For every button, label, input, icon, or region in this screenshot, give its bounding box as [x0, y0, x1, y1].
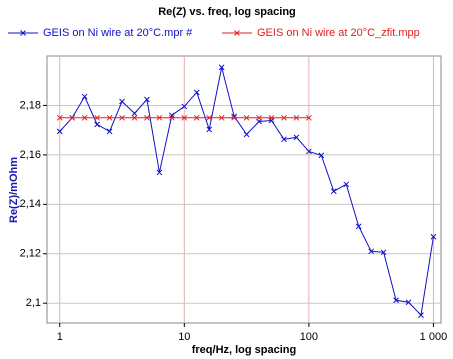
data-point	[243, 131, 250, 138]
x-tick-label: 1	[57, 331, 63, 343]
y-tick-label: 2,16	[20, 149, 41, 161]
data-point	[218, 64, 225, 71]
data-point	[306, 148, 312, 155]
data-point	[405, 299, 412, 306]
data-point	[268, 114, 275, 121]
data-point	[69, 114, 76, 121]
y-axis-label: Re(Z)/mOhm	[8, 157, 20, 223]
data-point	[144, 96, 150, 103]
data-point	[256, 114, 262, 121]
chart-title: Re(Z) vs. freq, log spacing	[158, 6, 296, 18]
legend-label: GEIS on Ni wire at 20°C_zfit.mpp	[257, 27, 420, 39]
data-point	[231, 114, 237, 121]
data-point	[94, 121, 100, 128]
y-tick-label: 2,12	[20, 248, 41, 260]
data-point	[119, 98, 125, 105]
data-point	[243, 114, 250, 121]
data-point	[106, 128, 113, 135]
data-point	[131, 110, 138, 117]
data-point	[330, 188, 337, 195]
data-point	[81, 114, 88, 121]
data-point	[306, 114, 312, 121]
data-point	[193, 114, 200, 121]
data-point	[181, 103, 188, 110]
data-point	[393, 297, 399, 304]
data-point	[169, 114, 175, 121]
data-point	[206, 114, 213, 121]
plot-area	[46, 55, 442, 324]
data-point	[169, 112, 175, 119]
data-point	[56, 128, 63, 135]
data-point	[81, 93, 88, 100]
data-point	[94, 114, 100, 121]
data-point	[144, 114, 150, 121]
data-point	[193, 89, 200, 96]
data-point	[355, 223, 362, 230]
legend-marker	[234, 30, 240, 36]
y-tick-label: 2,1	[26, 297, 41, 309]
data-point	[156, 114, 163, 121]
data-point	[181, 114, 188, 121]
y-tick-label: 2,18	[20, 99, 41, 111]
data-point	[281, 114, 287, 121]
data-point	[281, 136, 287, 143]
data-point	[206, 126, 213, 133]
data-point	[156, 169, 163, 176]
x-tick-label: 10	[178, 331, 190, 343]
data-point	[293, 134, 300, 141]
data-point	[418, 312, 424, 318]
x-axis-label: freq/Hz, log spacing	[192, 344, 297, 356]
data-point	[368, 248, 375, 255]
data-point	[56, 114, 63, 121]
data-point	[131, 114, 138, 121]
y-tick-label: 2,14	[20, 198, 41, 210]
x-tick-label: 1 000	[420, 331, 448, 343]
data-point	[119, 114, 125, 121]
legend-label: GEIS on Ni wire at 20°C.mpr #	[43, 27, 193, 39]
x-tick-label: 100	[300, 331, 318, 343]
data-point	[293, 114, 300, 121]
data-point	[106, 114, 113, 121]
legend-marker	[20, 30, 26, 36]
data-point	[343, 181, 350, 188]
data-point	[318, 152, 325, 159]
data-point	[430, 233, 437, 240]
data-point	[218, 114, 225, 121]
data-point	[380, 249, 387, 256]
